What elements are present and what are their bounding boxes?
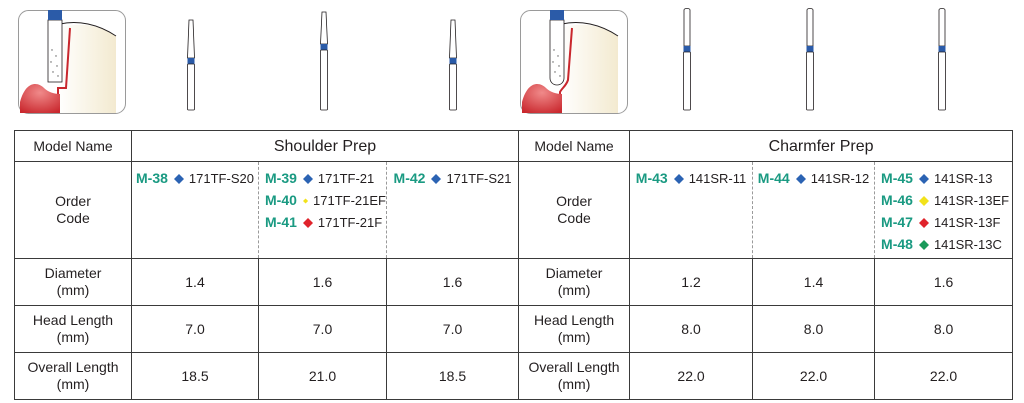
order-code-line: M-40 171TF-21EF	[265, 191, 386, 210]
order-code: 171TF-S21	[446, 171, 512, 186]
order-code-line: M-45 141SR-13	[881, 169, 1012, 188]
order-codes-cell: M-39 171TF-21 M-40 171TF-21EF M-41 171TF-21F	[258, 161, 387, 259]
overall-length-value: 22.0	[752, 352, 876, 400]
model-name-label-shoulder: Model Name	[14, 130, 132, 162]
chamfer-prep-header: Charmfer Prep	[629, 130, 1014, 162]
model-number: M-42	[393, 170, 426, 186]
diamond-grit-blue-icon	[173, 173, 184, 184]
diameter-value: 1.4	[752, 258, 876, 306]
diameter-value: 1.6	[385, 258, 520, 306]
diameter-label-chamfer: Diameter (mm)	[518, 258, 631, 306]
bur-m42-drawing	[449, 19, 457, 111]
overall-length-value: 18.5	[131, 352, 259, 400]
order-code: 171TF-21EF	[313, 193, 386, 208]
order-code: 141SR-13C	[933, 237, 1002, 252]
head-length-value: 7.0	[385, 305, 520, 353]
model-number: M-40	[265, 192, 297, 208]
bur-m38-drawing	[187, 19, 195, 111]
order-code: 171TF-21F	[317, 215, 383, 230]
head-length-value: 8.0	[629, 305, 754, 353]
diamond-grit-blue-icon	[795, 173, 806, 184]
order-code: 141SR-12	[810, 171, 870, 186]
model-number: M-41	[265, 214, 297, 230]
diamond-grit-yellow-icon	[302, 197, 309, 204]
bur-m44-drawing	[806, 8, 814, 111]
overall-length-label-shoulder: Overall Length (mm)	[14, 352, 132, 400]
diamond-grit-yellow-icon	[918, 195, 929, 206]
bur-m45-drawing	[938, 8, 946, 111]
diameter-value: 1.2	[629, 258, 754, 306]
order-code-line: M-42 171TF-S21	[387, 169, 518, 188]
order-code-line: M-38 171TF-S20	[132, 169, 258, 188]
order-code: 141SR-13EF	[933, 193, 1010, 208]
order-code-line: M-39 171TF-21	[265, 169, 386, 188]
model-number: M-45	[881, 170, 913, 186]
order-codes-cell: M-45 141SR-13 M-46 141SR-13EF M-47 141SR-13F M…	[874, 161, 1014, 259]
overall-length-value: 22.0	[629, 352, 754, 400]
overall-length-label-chamfer: Overall Length (mm)	[518, 352, 631, 400]
overall-length-value: 22.0	[874, 352, 1014, 400]
model-name-label-chamfer: Model Name	[518, 130, 631, 162]
order-code-line: M-43 141SR-11	[630, 169, 752, 188]
diamond-grit-green-icon	[918, 239, 929, 250]
order-code-line: M-41 171TF-21F	[265, 213, 386, 232]
order-code: 141SR-13	[933, 171, 993, 186]
order-code: 171TF-21	[317, 171, 375, 186]
diamond-grit-blue-icon	[918, 173, 929, 184]
diameter-label-shoulder: Diameter (mm)	[14, 258, 132, 306]
diameter-value: 1.6	[874, 258, 1014, 306]
model-number: M-38	[136, 170, 168, 186]
order-code-label-chamfer: Order Code	[518, 161, 631, 259]
model-number: M-46	[881, 192, 913, 208]
order-code: 141SR-11	[688, 171, 747, 186]
diamond-grit-red-icon	[302, 217, 313, 228]
order-code-label-shoulder: Order Code	[14, 161, 132, 259]
order-code: 171TF-S20	[188, 171, 254, 186]
head-length-value: 8.0	[752, 305, 876, 353]
head-length-value: 7.0	[131, 305, 259, 353]
head-length-value: 8.0	[874, 305, 1014, 353]
bur-m39-drawing	[320, 11, 328, 111]
order-code: 141SR-13F	[933, 215, 1001, 230]
order-code-line: M-46 141SR-13EF	[881, 191, 1012, 210]
diamond-grit-red-icon	[918, 217, 929, 228]
shoulder-prep-header: Shoulder Prep	[130, 130, 520, 162]
order-codes-cell: M-38 171TF-S20	[131, 161, 259, 259]
model-number: M-47	[881, 214, 913, 230]
overall-length-value: 18.5	[385, 352, 520, 400]
diamond-grit-blue-icon	[673, 173, 684, 184]
head-length-label-chamfer: Head Length (mm)	[518, 305, 631, 353]
order-code-line: M-47 141SR-13F	[881, 213, 1012, 232]
diameter-value: 1.4	[131, 258, 259, 306]
diamond-grit-blue-icon	[302, 173, 313, 184]
head-length-value: 7.0	[258, 305, 387, 353]
model-number: M-39	[265, 170, 297, 186]
diameter-value: 1.6	[258, 258, 387, 306]
chamfer-prep-tooth-diagram-icon	[520, 10, 628, 114]
diamond-grit-blue-icon	[431, 173, 442, 184]
overall-length-value: 21.0	[258, 352, 387, 400]
order-codes-cell: M-44 141SR-12	[752, 161, 876, 259]
bur-spec-table: Model Name Shoulder Prep Model Name Char…	[14, 130, 1014, 400]
order-codes-cell: M-42 171TF-S21	[385, 161, 520, 259]
order-code-line: M-48 141SR-13C	[881, 235, 1012, 254]
model-number: M-44	[757, 170, 790, 186]
model-number: M-48	[881, 236, 913, 252]
order-codes-cell: M-43 141SR-11	[629, 161, 754, 259]
model-number: M-43	[635, 170, 668, 186]
shoulder-prep-tooth-diagram-icon	[18, 10, 126, 114]
order-code-line: M-44 141SR-12	[753, 169, 874, 188]
bur-m43-drawing	[683, 8, 691, 111]
head-length-label-shoulder: Head Length (mm)	[14, 305, 132, 353]
